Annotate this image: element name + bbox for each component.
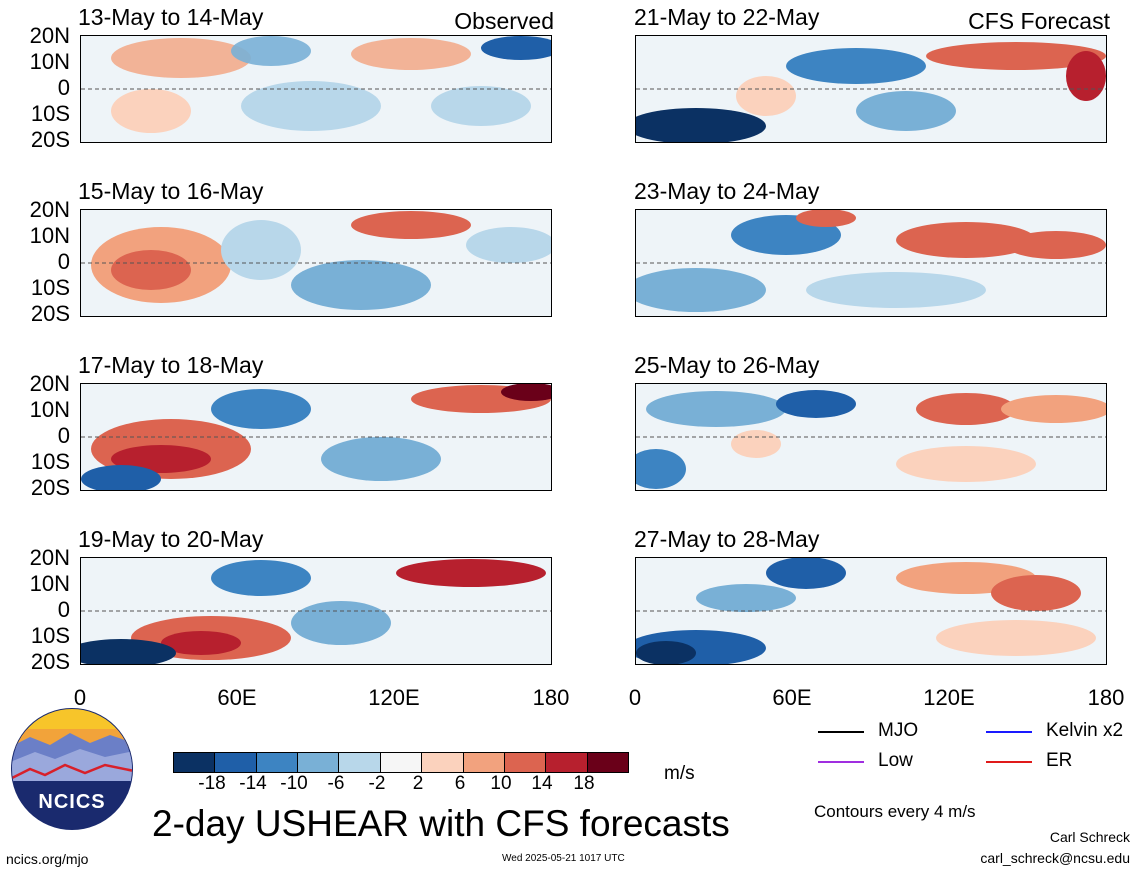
lat-label: 20N — [29, 371, 70, 396]
colorbar — [173, 752, 629, 773]
lat-label: 20S — [30, 475, 70, 500]
map-panel-observed-1 — [80, 35, 552, 143]
legend-label-low: Low — [878, 750, 913, 771]
lat-label: 20S — [30, 301, 70, 326]
lat-label: 0 — [57, 75, 70, 100]
legend-label-kelvin: Kelvin x2 — [1046, 720, 1124, 741]
map-panel-forecast-4 — [635, 557, 1107, 665]
panel-title-right-3: 25-May to 26-May — [634, 352, 820, 378]
colorbar-tick-label: -10 — [280, 773, 308, 794]
lon-label: 60E — [772, 685, 812, 710]
lat-label: 20S — [30, 127, 70, 152]
panel-title-right-4: 27-May to 28-May — [634, 526, 820, 552]
colorbar-tick-label: 14 — [531, 773, 553, 794]
colorbar-tick-label: 6 — [454, 773, 466, 794]
website-text: ncics.org/mjo — [6, 851, 89, 867]
map-panel-observed-4 — [80, 557, 552, 665]
lat-label: 10S — [30, 275, 70, 300]
colorbar-tick-label: 10 — [490, 773, 512, 794]
timestamp-text: Wed 2025-05-21 1017 UTC — [502, 853, 625, 864]
colorbar-bin — [297, 753, 339, 772]
lon-label: 120E — [368, 685, 420, 710]
map-panel-observed-3 — [80, 383, 552, 491]
colorbar-tick-label: 2 — [412, 773, 424, 794]
lat-label: 20N — [29, 197, 70, 222]
contour-note: Contours every 4 m/s — [814, 802, 976, 821]
lon-label: 60E — [217, 685, 257, 710]
legend-line-kelvin — [986, 731, 1032, 733]
colorbar-bin — [503, 753, 546, 772]
logo-text: NCICS — [38, 791, 106, 813]
lat-label: 10N — [29, 49, 70, 74]
colorbar-unit: m/s — [664, 763, 695, 784]
legend-label-mjo: MJO — [878, 720, 919, 741]
lon-label: 120E — [923, 685, 975, 710]
email-text: carl_schreck@ncsu.edu — [980, 850, 1130, 866]
colorbar-bin — [545, 753, 587, 772]
lat-label: 20N — [29, 545, 70, 570]
legend-label-er: ER — [1046, 750, 1073, 771]
legend-line-low — [818, 761, 864, 763]
lat-label: 0 — [57, 249, 70, 274]
map-panel-forecast-1 — [635, 35, 1107, 143]
map-panel-forecast-3 — [635, 383, 1107, 491]
panel-title-left-2: 15-May to 16-May — [78, 178, 264, 204]
lat-label: 10S — [30, 449, 70, 474]
colorbar-bin — [338, 753, 380, 772]
lon-label: 0 — [73, 685, 87, 710]
lon-label: 180 — [1087, 685, 1125, 710]
colorbar-tick-label: -6 — [327, 773, 345, 794]
lat-label: 10N — [29, 397, 70, 422]
colorbar-bin — [421, 753, 463, 772]
lon-label: 180 — [532, 685, 570, 710]
lat-label: 0 — [57, 423, 70, 448]
author-text: Carl Schreck — [1049, 829, 1130, 845]
map-panel-observed-2 — [80, 209, 552, 317]
legend-line-er — [986, 761, 1032, 763]
colorbar-bin — [214, 753, 256, 772]
lat-label: 10S — [30, 101, 70, 126]
panel-title-right-1: 21-May to 22-May — [634, 4, 820, 30]
lat-label: 10N — [29, 223, 70, 248]
colorbar-tick-label: -18 — [198, 773, 226, 794]
colorbar-tick-label: -14 — [239, 773, 267, 794]
lon-label: 0 — [628, 685, 642, 710]
colorbar-bin — [255, 753, 298, 772]
colorbar-bin — [174, 753, 215, 772]
colorbar-bin — [586, 753, 628, 772]
panel-title-right-2: 23-May to 24-May — [634, 178, 820, 204]
colorbar-tick-label: 18 — [573, 773, 595, 794]
legend-line-mjo — [818, 731, 864, 733]
colorbar-bin — [462, 753, 504, 772]
panel-title-left-3: 17-May to 18-May — [78, 352, 264, 378]
colorbar-bin — [379, 753, 422, 772]
lat-label: 10N — [29, 571, 70, 596]
lat-label: 20S — [30, 649, 70, 674]
panel-title-left-1: 13-May to 14-May — [78, 4, 264, 30]
map-panel-forecast-2 — [635, 209, 1107, 317]
main-title: 2-day USHEAR with CFS forecasts — [152, 803, 730, 844]
lat-label: 0 — [57, 597, 70, 622]
lat-label: 10S — [30, 623, 70, 648]
lat-label: 20N — [29, 23, 70, 48]
observed-label: Observed — [454, 8, 554, 34]
cfs-forecast-label: CFS Forecast — [968, 8, 1110, 34]
panel-title-left-4: 19-May to 20-May — [78, 526, 264, 552]
ncics-logo: NCICS — [10, 707, 134, 831]
colorbar-tick-label: -2 — [368, 773, 386, 794]
